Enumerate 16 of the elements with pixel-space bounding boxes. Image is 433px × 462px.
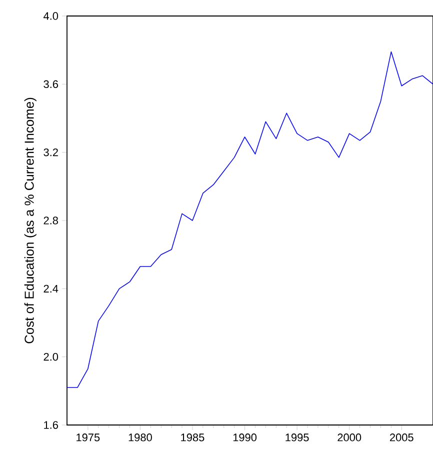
- x-tick-label: 1990: [233, 434, 257, 442]
- x-tick-label: 2000: [338, 434, 362, 442]
- x-tick-label: 1975: [76, 434, 100, 442]
- y-tick-label: 2.0: [44, 352, 58, 361]
- y-tick-label: 2.8: [44, 216, 58, 224]
- y-tick-label: 2.4: [44, 284, 58, 292]
- x-tick-label: 1995: [286, 434, 309, 442]
- y-tick-label: 3.2: [44, 148, 58, 156]
- y-axis-title: Cost of Education (as a % Current Income): [24, 98, 36, 344]
- y-tick-label: 4.0: [44, 12, 58, 20]
- line-series: [66, 51, 433, 388]
- y-tick-label: 3.6: [44, 80, 58, 88]
- x-tick-label: 1980: [128, 434, 152, 442]
- y-tick-label: 1.6: [44, 421, 58, 429]
- x-tick-label: 1985: [181, 434, 204, 442]
- x-tick-label: 2005: [390, 434, 414, 442]
